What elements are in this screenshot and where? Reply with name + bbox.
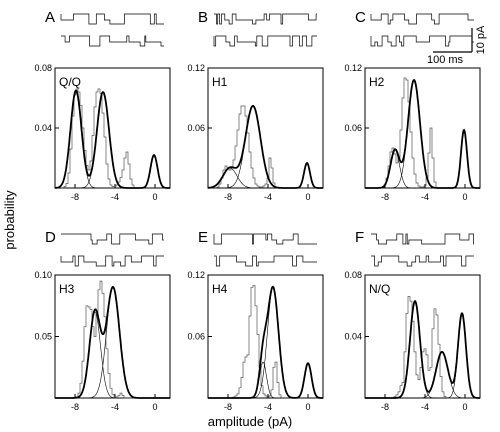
panel-label: Q/Q [59,75,81,89]
gaussian-sum-fit [207,104,323,189]
scale-bar-current-label: 10 pA [475,25,487,54]
current-trace [214,13,317,25]
panel-letter: D [45,229,56,246]
scale-bar: 100 ms 10 pA [427,25,487,66]
y-tick-label: 0.12 [344,63,362,73]
current-trace [370,35,474,47]
x-tick-label: 0 [462,192,467,202]
x-tick-label: 0 [305,192,310,202]
histogram [60,280,142,399]
y-tick-label: 0.04 [34,123,52,133]
x-tick-label: -8 [224,402,232,412]
gaussian-sum-fit [55,285,170,399]
current-trace [214,255,317,267]
x-tick-label: -4 [264,192,272,202]
x-axis-label: amplitude (pA) [208,414,293,429]
x-tick-label: 0 [305,402,310,412]
y-tick-label: 0.10 [34,270,52,280]
x-tick-label: 0 [462,402,467,412]
x-tick-label: -4 [111,402,119,412]
histogram [370,296,452,399]
y-tick-label: 0.12 [187,63,205,73]
panel-label: N/Q [369,282,390,296]
current-trace [213,35,317,47]
x-tick-label: 0 [152,192,157,202]
panel-letter: C [355,9,366,26]
gaussian-component [208,286,323,399]
x-tick-label: -4 [111,192,119,202]
y-tick-label: 0.12 [187,270,205,280]
panel-letter: E [198,229,208,246]
panel-label: H4 [212,282,228,296]
y-tick-label: 0.04 [344,332,362,342]
y-tick-label: 0.08 [34,63,52,73]
panel-d: D -8 -4 0 0.05 0.10 H3 [34,229,171,412]
current-trace [60,13,164,25]
panel-b: B -8 -4 0 0.06 0.12 H1 [187,9,324,202]
x-tick-label: 0 [152,402,157,412]
y-tick-label: 0.05 [34,332,52,342]
x-tick-label: -8 [224,192,232,202]
current-trace [371,255,474,267]
current-trace [61,233,164,245]
y-tick-label: 0.06 [187,123,205,133]
y-tick-label: 0.06 [187,332,205,342]
gaussian-component [55,286,170,399]
scale-bar-time-label: 100 ms [427,54,464,66]
panel-label: H2 [369,75,385,89]
panel-c: C -8 -4 0 0.06 0.12 H2 [344,9,481,202]
x-tick-label: -8 [71,402,79,412]
panel-label: H3 [59,282,75,296]
x-tick-label: -4 [421,192,429,202]
gaussian-component [208,105,323,189]
gaussian-sum-fit [55,89,170,189]
current-trace [61,35,164,47]
panel-letter: F [355,229,364,246]
panel-letter: A [45,9,55,26]
current-trace [60,255,164,267]
x-tick-label: -4 [421,402,429,412]
x-tick-label: -8 [381,192,389,202]
panel-label: H1 [212,75,228,89]
gaussian-component [55,311,170,399]
gaussian-sum-fit [365,78,480,189]
histogram [213,105,295,189]
x-tick-label: -8 [71,192,79,202]
y-axis-label: probability [2,190,17,250]
gaussian-sum-fit [365,299,480,399]
panel-f: F -8 -4 0 0.04 0.08 N/Q [344,229,481,412]
gaussian-component [365,313,480,399]
gaussian-sum-fit [208,285,323,399]
y-tick-label: 0.06 [344,123,362,133]
panel-letter: B [198,9,208,26]
histogram [213,284,295,399]
y-tick-label: 0.08 [344,270,362,280]
current-trace [370,13,474,25]
x-tick-label: -8 [381,402,389,412]
current-trace [371,233,474,245]
panel-e: E -8 -4 0 0.06 0.12 H4 [187,229,324,412]
x-tick-label: -4 [264,402,272,412]
panel-a: A -8 -4 0 0.04 0.08 Q/Q [34,9,171,202]
current-trace [213,233,317,245]
